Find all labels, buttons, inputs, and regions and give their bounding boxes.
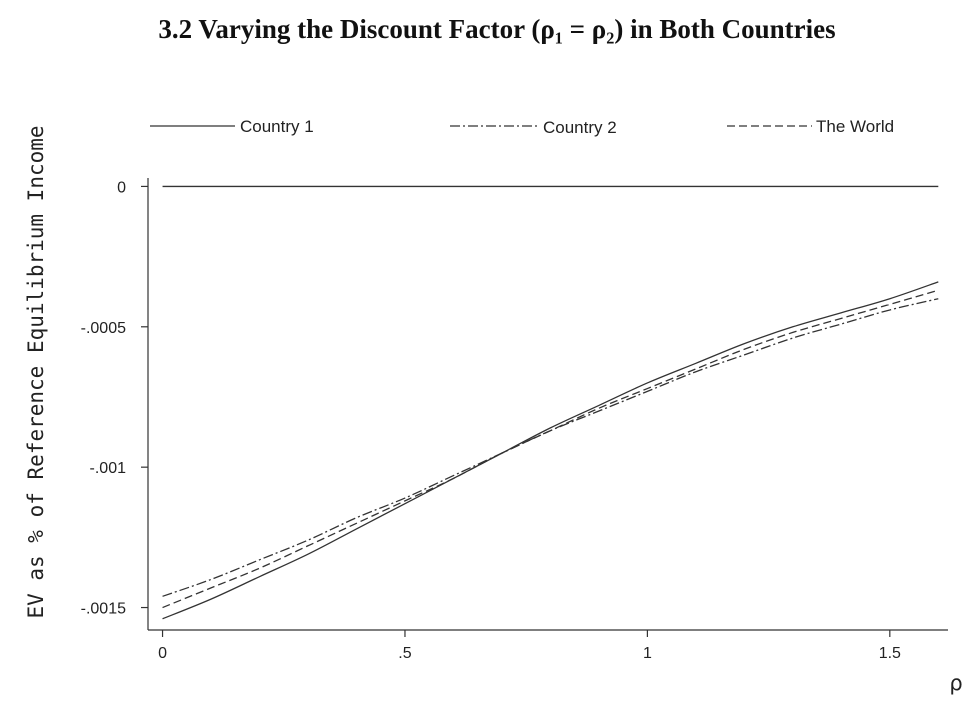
- series-line-the-world: [162, 289, 939, 609]
- y-axis-label: EV as % of Reference Equilibrium Income: [24, 125, 48, 618]
- series-line-country-1: [162, 281, 939, 620]
- y-tick-label: 0: [117, 179, 126, 196]
- legend: Country 1 Country 2 The World: [150, 117, 894, 137]
- y-tick-label: -.0015: [81, 601, 126, 618]
- y-tick-label: -.001: [90, 460, 127, 477]
- legend-label-country-2: Country 2: [543, 118, 617, 137]
- y-tick-label: -.0005: [81, 320, 126, 337]
- x-tick-label: 1: [643, 645, 652, 662]
- x-axis-label: ρ: [949, 671, 962, 695]
- axes: [147, 178, 948, 631]
- x-tick-label: .5: [398, 645, 411, 662]
- ticks: 0 -.0005 -.001 -.0015 0 .5 1 1.5: [81, 179, 901, 662]
- legend-label-country-1: Country 1: [240, 117, 314, 136]
- x-tick-label: 0: [158, 645, 167, 662]
- legend-label-the-world: The World: [816, 117, 894, 136]
- plot-area: [162, 185, 939, 620]
- x-tick-label: 1.5: [879, 645, 901, 662]
- chart-title: 3.2 Varying the Discount Factor (ρ₁ = ρ₂…: [158, 14, 835, 44]
- series-line-country-2: [162, 298, 939, 597]
